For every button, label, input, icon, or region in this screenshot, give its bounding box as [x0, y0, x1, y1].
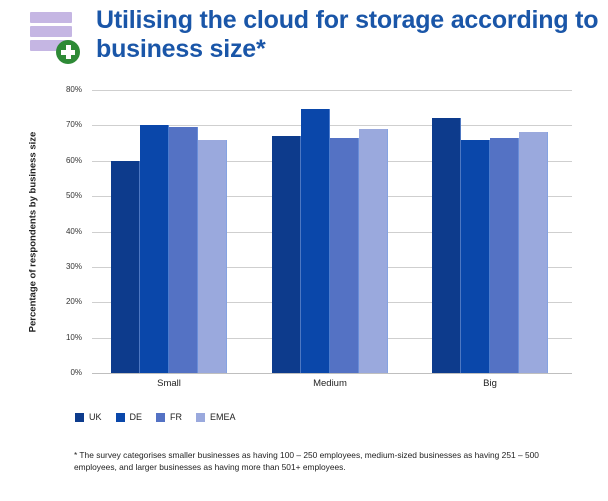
legend-swatch	[196, 412, 206, 422]
bar-de-medium	[301, 109, 330, 373]
y-tick-label: 10%	[65, 332, 82, 342]
legend-swatch	[156, 412, 166, 422]
plus-icon	[56, 40, 80, 64]
bar-emea-small	[198, 139, 227, 373]
legend-label: UK	[89, 412, 102, 422]
legend-label: EMEA	[210, 412, 236, 422]
y-tick-label: 60%	[65, 155, 82, 165]
gridline	[92, 125, 572, 127]
legend-item: UK	[75, 412, 102, 422]
y-tick-label: 20%	[65, 297, 82, 307]
bar-fr-big	[490, 137, 519, 373]
bar-chart: Percentage of respondents by business si…	[27, 85, 572, 389]
legend-item: EMEA	[196, 412, 236, 422]
y-tick-label: 80%	[65, 85, 82, 94]
legend-item: DE	[115, 412, 143, 422]
legend-label: DE	[129, 412, 143, 422]
y-tick-label: 70%	[65, 120, 82, 130]
chart-legend: UK DE FR EMEA	[75, 412, 236, 422]
bar-fr-small	[169, 127, 198, 373]
x-tick-label: Small	[157, 378, 181, 389]
bar-fr-medium	[330, 137, 359, 373]
bar-uk-medium	[272, 135, 301, 373]
bar-de-small	[140, 125, 169, 373]
gridline	[92, 90, 572, 91]
gridline	[92, 373, 572, 374]
y-tick-label: 40%	[65, 226, 82, 236]
footnote: * The survey categorises smaller busines…	[74, 450, 539, 472]
legend-swatch	[115, 412, 125, 422]
x-tick-label: Big	[483, 378, 497, 389]
y-axis-label: Percentage of respondents by business si…	[27, 131, 39, 333]
y-tick-label: 50%	[65, 191, 82, 201]
y-tick-label: 0%	[70, 368, 82, 377]
y-tick-label: 30%	[65, 261, 82, 271]
page-title: Utilising the cloud for storage accordin…	[96, 6, 599, 63]
bar-de-big	[461, 139, 490, 373]
bar-uk-big	[432, 118, 461, 373]
legend-swatch	[75, 412, 84, 422]
bar-uk-small	[111, 160, 140, 373]
legend-label: FR	[170, 412, 183, 422]
bar-emea-medium	[359, 128, 388, 373]
x-tick-label: Medium	[313, 378, 347, 389]
bar-emea-big	[519, 132, 548, 373]
database-add-icon	[30, 12, 82, 68]
legend-item: FR	[156, 412, 182, 422]
